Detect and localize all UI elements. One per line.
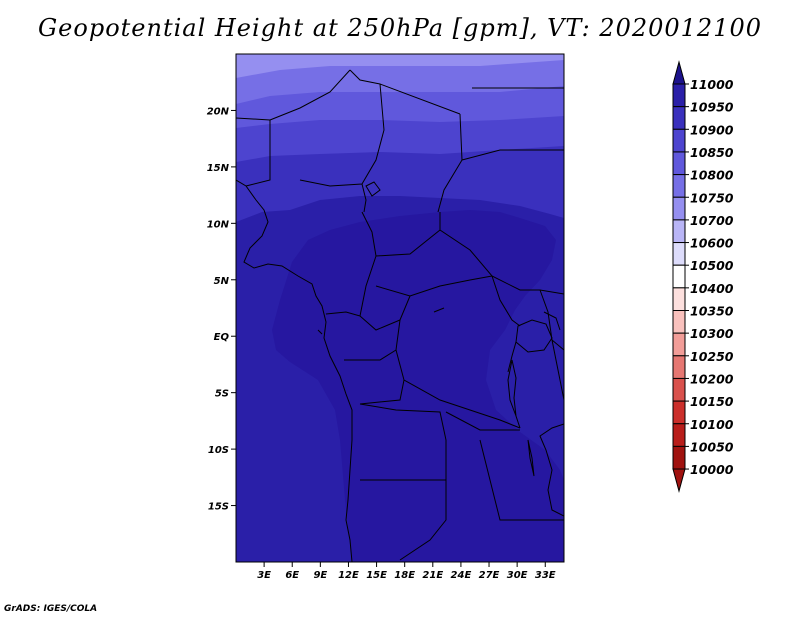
colorbar-swatch xyxy=(672,128,686,153)
y-tick-label: 15S xyxy=(208,502,229,513)
east-coastline xyxy=(539,423,564,517)
colorbar-swatch xyxy=(672,106,686,130)
boundaries xyxy=(236,69,564,562)
x-tick-label: 27E xyxy=(479,570,500,581)
x-tick-label: 15E xyxy=(366,570,387,581)
grads-credit: GrADS: IGES/COLA xyxy=(4,604,98,614)
colorbar-swatch xyxy=(672,445,686,470)
colorbar-label: 10850 xyxy=(690,145,734,160)
colorbar-label: 10300 xyxy=(690,326,734,341)
colorbar-label: 10900 xyxy=(690,122,734,137)
colorbar-label: 10150 xyxy=(690,394,734,409)
colorbar-swatch xyxy=(672,83,686,108)
colorbar-swatch xyxy=(672,264,686,289)
colorbar-label: 10950 xyxy=(690,100,734,115)
colorbar-label: 10750 xyxy=(690,190,734,205)
lake-malawi xyxy=(527,439,535,477)
x-tick-label: 24E xyxy=(451,570,472,581)
x-tick-label: 21E xyxy=(422,570,443,581)
colorbar-swatch xyxy=(672,355,686,379)
colorbar-swatch xyxy=(672,151,686,176)
colorbar-label: 11000 xyxy=(690,77,734,92)
x-tick-label: 33E xyxy=(535,570,556,581)
colorbar-top-arrow xyxy=(672,60,686,85)
colorbar-swatch xyxy=(672,174,686,198)
colorbar-swatch xyxy=(672,310,686,334)
colorbar-swatch xyxy=(672,423,686,447)
x-tick-label: 12E xyxy=(338,570,359,581)
colorbar: 11000 10950 10900 10850 10800 10750 10700 10600… xyxy=(672,60,734,493)
colorbar-swatch xyxy=(672,377,686,402)
y-tick-label: 20N xyxy=(207,106,230,117)
colorbar-label: 10000 xyxy=(690,462,734,477)
colorbar-label: 10800 xyxy=(690,168,734,183)
chart-title: Geopotential Height at 250hPa [gpm], VT:… xyxy=(38,14,762,42)
colorbar-label: 10500 xyxy=(690,258,734,273)
x-tick-label: 6E xyxy=(285,570,299,581)
y-tick-label: 10S xyxy=(208,445,229,456)
borders-south xyxy=(359,403,564,561)
colorbar-swatch xyxy=(672,219,686,244)
y-tick-label: 5N xyxy=(214,276,230,287)
colorbar-label: 10100 xyxy=(690,417,734,432)
x-tick-label: 9E xyxy=(313,570,327,581)
colorbar-swatch xyxy=(672,400,686,425)
colorbar-swatch xyxy=(672,196,686,221)
borders-east xyxy=(491,275,564,401)
x-tick-label: 3E xyxy=(257,570,271,581)
colorbar-label: 10700 xyxy=(690,213,734,228)
colorbar-label: 10250 xyxy=(690,349,734,364)
y-tick-label: 15N xyxy=(207,163,230,174)
x-tick-label: 30E xyxy=(507,570,528,581)
colorbar-swatch xyxy=(672,242,686,266)
band-11050 xyxy=(272,210,564,562)
height-field xyxy=(236,54,564,562)
lake-chad xyxy=(365,181,381,197)
colorbar-label: 10200 xyxy=(690,371,734,386)
colorbar-swatch xyxy=(672,287,686,312)
colorbar-label: 10350 xyxy=(690,304,734,319)
map-frame xyxy=(235,53,565,563)
colorbar-label: 10050 xyxy=(690,439,734,454)
colorbar-swatch xyxy=(672,332,686,357)
islands xyxy=(317,307,561,335)
x-axis: 3E 6E 9E 12E 15E 18E 21E 24E 27E 30E 33E xyxy=(257,562,556,581)
colorbar-bottom-arrow xyxy=(672,468,686,493)
y-tick-label: 10N xyxy=(207,219,230,230)
colorbar-label: 10400 xyxy=(690,281,734,296)
lake-victoria xyxy=(515,319,553,353)
y-tick-label: EQ xyxy=(214,332,230,343)
x-tick-label: 18E xyxy=(394,570,415,581)
borders-north xyxy=(236,69,564,213)
colorbar-label: 10600 xyxy=(690,236,734,251)
coastline xyxy=(236,179,353,562)
y-tick-label: 5S xyxy=(215,389,229,400)
y-axis: 20N 15N 10N 5N EQ 5S 10S 15S xyxy=(207,106,236,513)
